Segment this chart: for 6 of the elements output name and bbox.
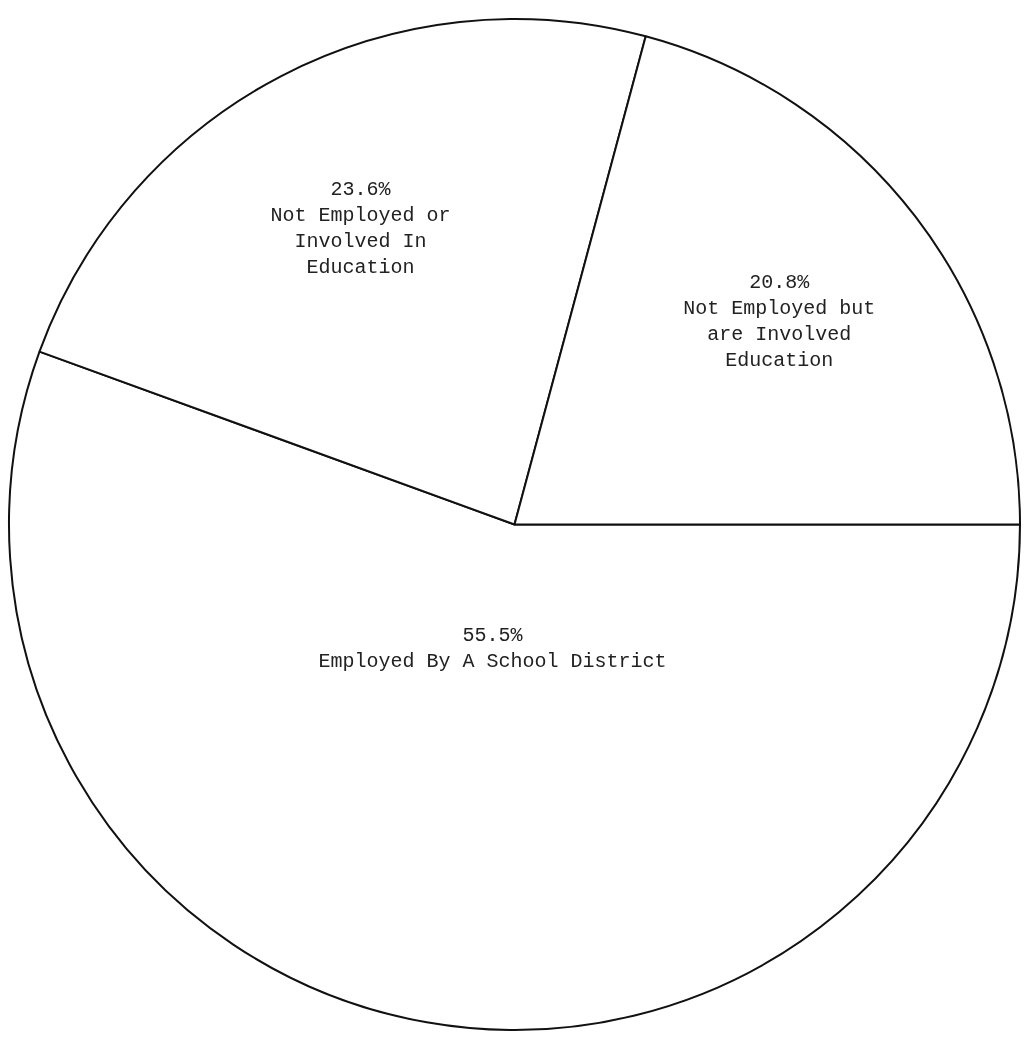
slice-label: Not Employed or Involved In Education xyxy=(270,203,451,279)
data-label: 23.6% xyxy=(330,177,392,201)
data-label: 20.8% xyxy=(749,270,811,294)
slice-label: Employed By A School District xyxy=(318,650,667,674)
data-label: 55.5% xyxy=(462,624,524,648)
slice-label: Not Employed but are Involved Education xyxy=(683,296,876,372)
